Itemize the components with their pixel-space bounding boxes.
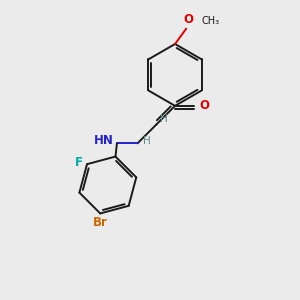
Text: F: F	[75, 156, 83, 169]
Text: H: H	[142, 136, 150, 146]
Text: CH₃: CH₃	[202, 16, 220, 26]
Text: Br: Br	[93, 216, 108, 230]
Text: O: O	[184, 13, 194, 26]
Text: O: O	[200, 99, 209, 112]
Text: HN: HN	[94, 134, 113, 148]
Text: H: H	[160, 114, 168, 124]
